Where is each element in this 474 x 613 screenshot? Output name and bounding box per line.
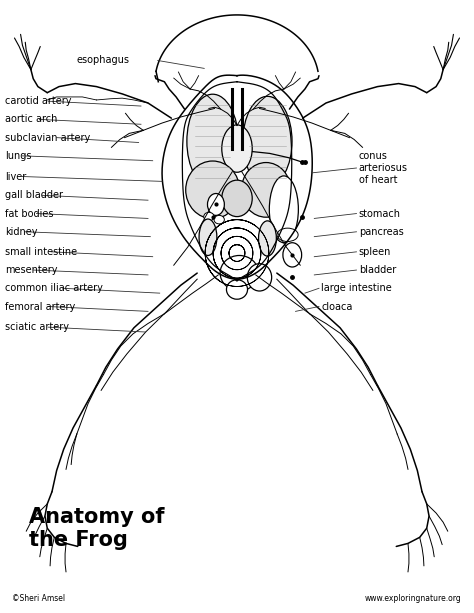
Circle shape	[208, 194, 224, 215]
Text: cloaca: cloaca	[321, 302, 353, 311]
Ellipse shape	[204, 212, 214, 221]
Text: liver: liver	[5, 172, 27, 181]
Ellipse shape	[199, 219, 217, 256]
Ellipse shape	[227, 280, 247, 299]
Text: femoral artery: femoral artery	[5, 302, 75, 311]
Text: Anatomy of
the Frog: Anatomy of the Frog	[28, 506, 164, 550]
Ellipse shape	[241, 162, 291, 217]
Text: common iliac artery: common iliac artery	[5, 283, 103, 293]
Text: mesentery: mesentery	[5, 265, 58, 275]
Ellipse shape	[258, 221, 276, 256]
Circle shape	[283, 243, 301, 267]
Ellipse shape	[269, 176, 298, 243]
Ellipse shape	[222, 180, 252, 216]
Text: aortic arch: aortic arch	[5, 115, 57, 124]
Ellipse shape	[220, 256, 258, 291]
Ellipse shape	[247, 264, 272, 291]
Text: carotid artery: carotid artery	[5, 96, 72, 106]
Text: large intestine: large intestine	[321, 283, 392, 293]
Text: lungs: lungs	[5, 151, 32, 161]
Text: conus
arteriosus
of heart: conus arteriosus of heart	[359, 151, 408, 185]
Text: www.exploringnature.org: www.exploringnature.org	[365, 594, 462, 603]
Text: spleen: spleen	[359, 247, 391, 257]
Text: esophagus: esophagus	[76, 56, 129, 66]
Ellipse shape	[186, 161, 239, 219]
Text: sciatic artery: sciatic artery	[5, 322, 69, 332]
Ellipse shape	[277, 228, 298, 242]
Text: ©Sheri Amsel: ©Sheri Amsel	[12, 594, 65, 603]
Text: subclavian artery: subclavian artery	[5, 132, 91, 143]
Text: bladder: bladder	[359, 265, 396, 275]
Text: gall bladder: gall bladder	[5, 191, 63, 200]
Text: kidney: kidney	[5, 227, 37, 237]
Text: small intestine: small intestine	[5, 247, 77, 257]
Text: stomach: stomach	[359, 208, 401, 219]
Ellipse shape	[187, 94, 238, 188]
Ellipse shape	[214, 215, 224, 224]
Text: pancreas: pancreas	[359, 227, 403, 237]
Text: fat bodies: fat bodies	[5, 208, 54, 219]
Ellipse shape	[243, 96, 292, 186]
Ellipse shape	[222, 125, 252, 172]
